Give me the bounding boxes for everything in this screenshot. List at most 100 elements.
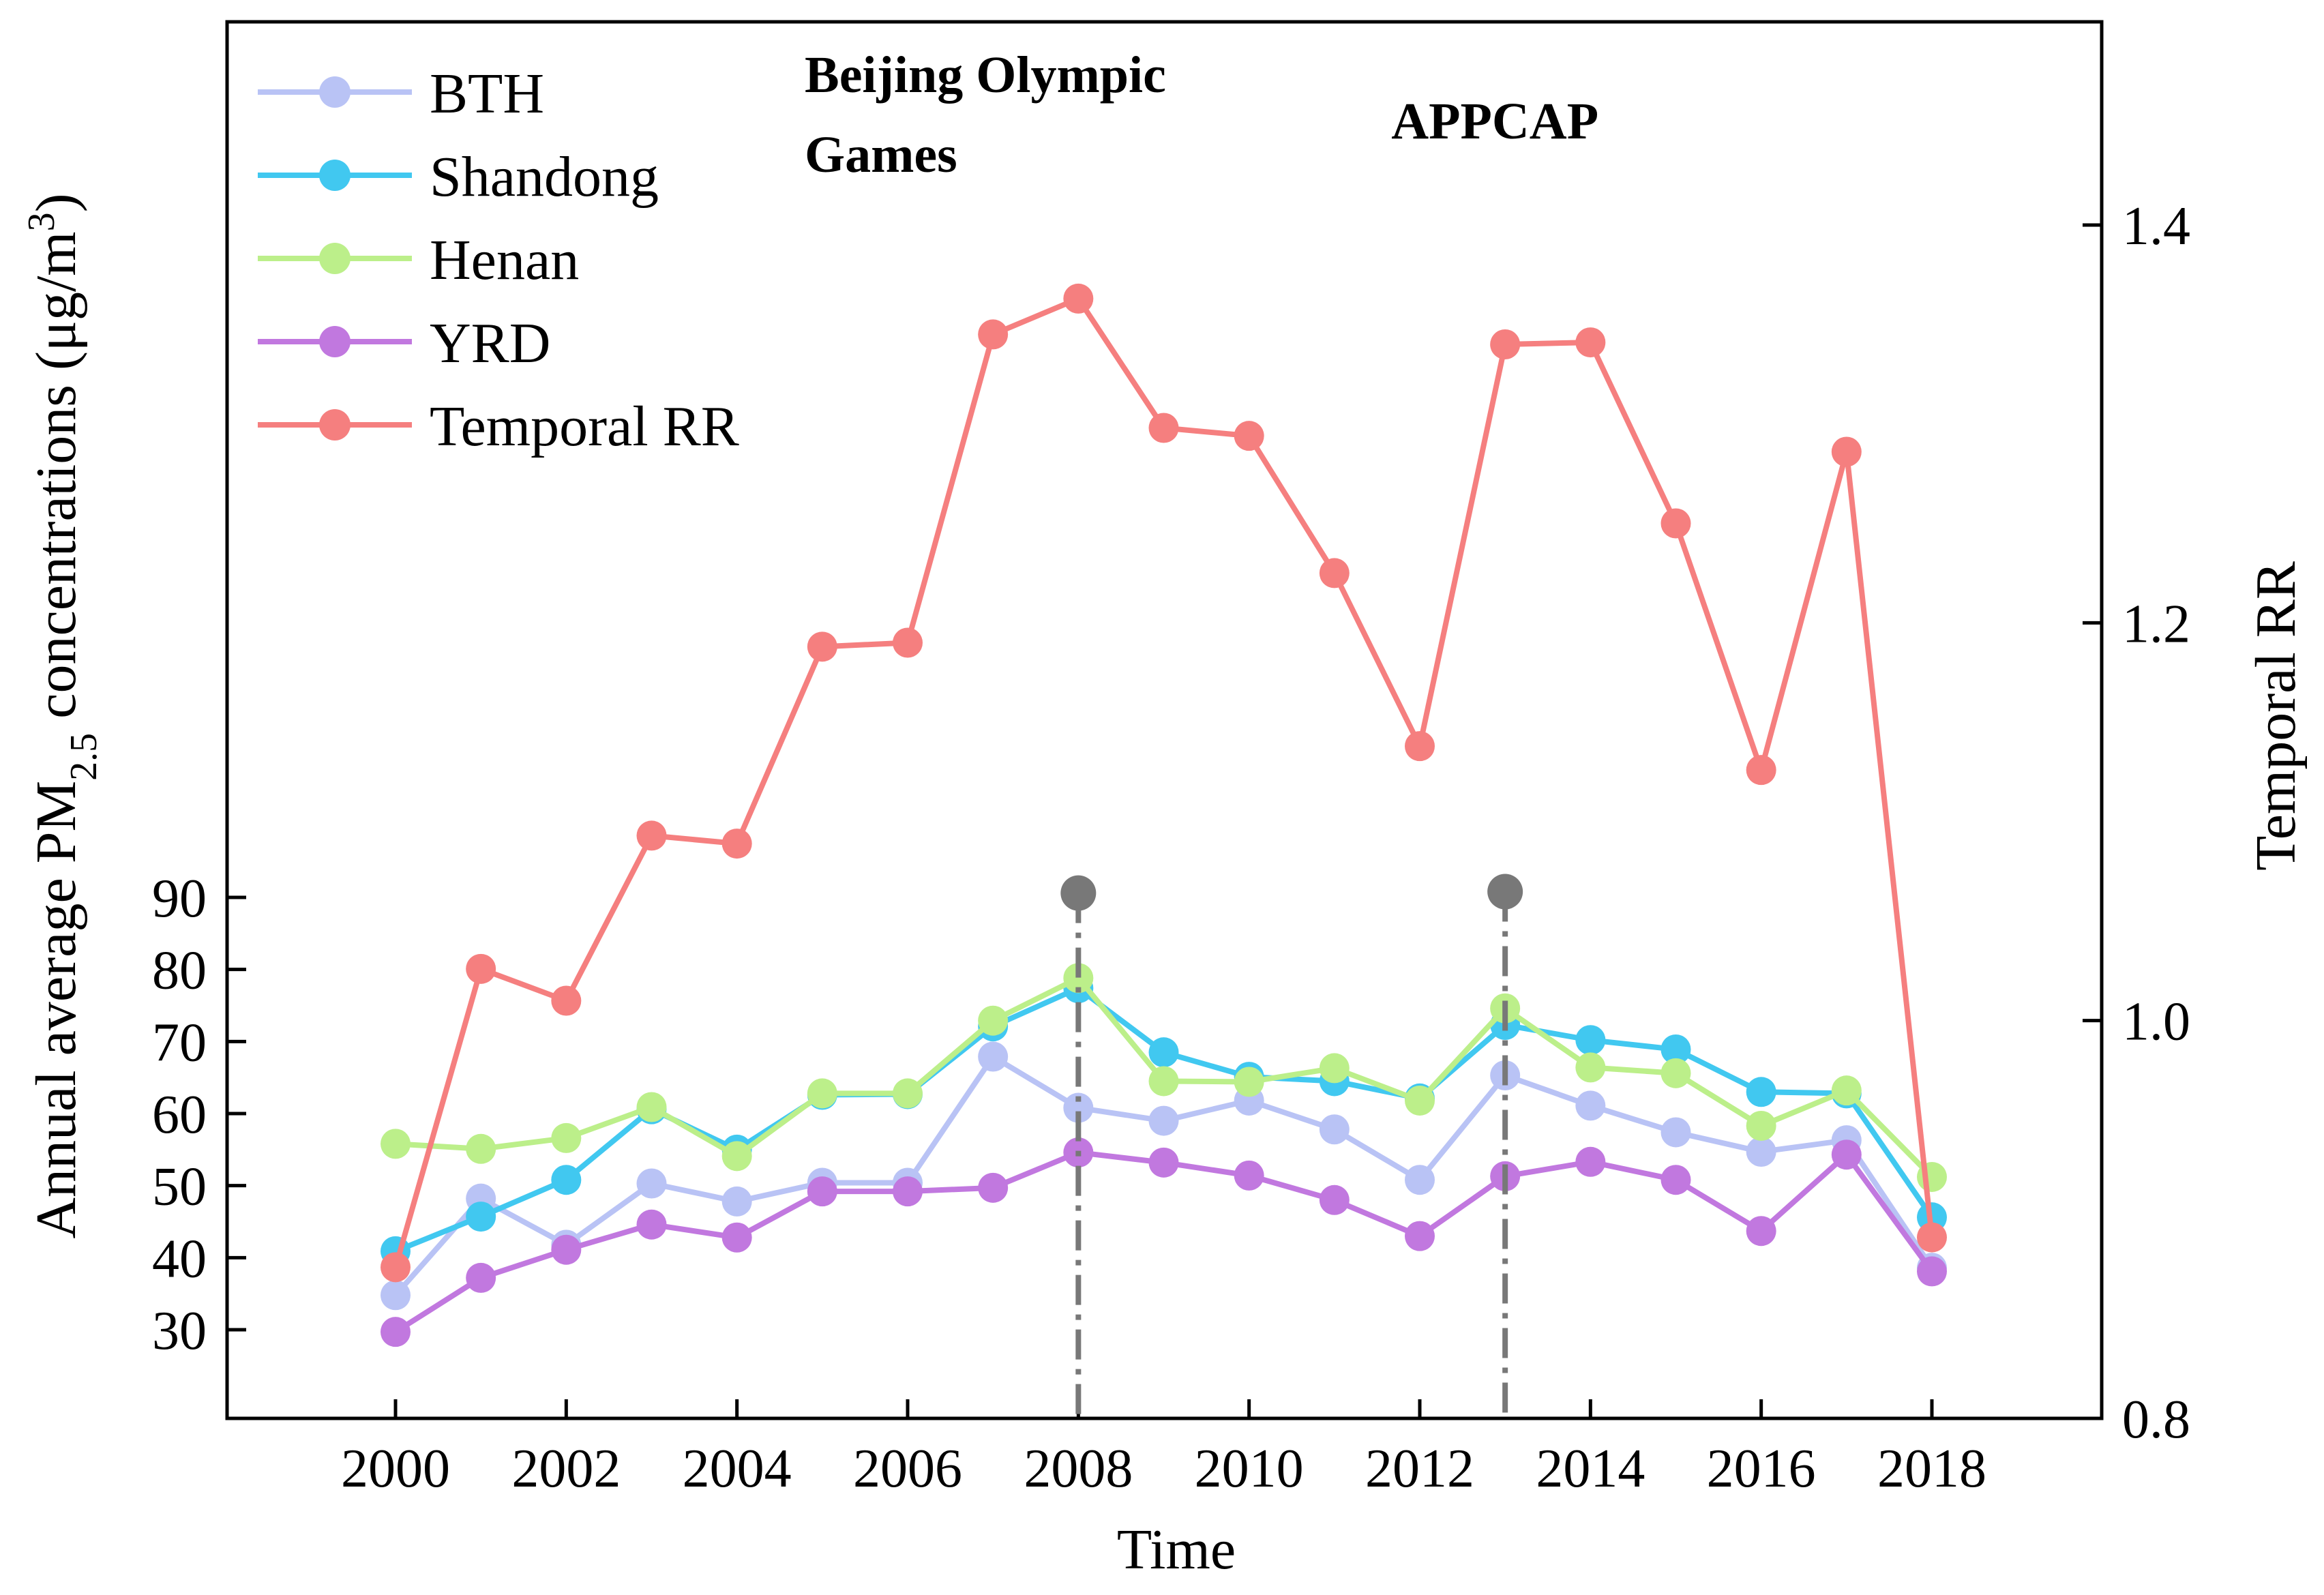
point-bth-2009 (1148, 1105, 1179, 1136)
point-henan-2010 (1234, 1067, 1264, 1097)
point-temporal-rr-2003 (636, 820, 667, 851)
x-tick-label-2014: 2014 (1536, 1439, 1645, 1499)
point-henan-2006 (893, 1078, 923, 1109)
point-henan-2007 (978, 1005, 1009, 1036)
point-temporal-rr-2000 (381, 1252, 411, 1283)
point-shandong-2001 (466, 1202, 496, 1232)
point-henan-2001 (466, 1133, 496, 1164)
point-yrd-2004 (721, 1222, 752, 1253)
point-bth-2011 (1319, 1114, 1350, 1145)
y-right-axis-title: Temporal RR (2244, 561, 2308, 871)
point-yrd-2018 (1917, 1256, 1947, 1287)
legend-marker-yrd (319, 326, 351, 357)
y-right-tick-label-1.2: 1.2 (2122, 594, 2190, 654)
point-temporal-rr-2007 (978, 319, 1009, 350)
x-tick-label-2000: 2000 (341, 1439, 450, 1499)
y-left-title-rest: concentrations (μg/m (25, 231, 88, 733)
y-left-tick-label-40: 40 (152, 1229, 207, 1289)
point-temporal-rr-2011 (1319, 558, 1350, 588)
y-left-tick-label-50: 50 (152, 1157, 207, 1217)
point-yrd-2016 (1746, 1216, 1776, 1247)
point-shandong-2014 (1575, 1025, 1606, 1056)
legend-label-temporal-rr: Temporal RR (430, 395, 739, 458)
point-henan-2003 (636, 1092, 667, 1122)
point-temporal-rr-2004 (721, 829, 752, 859)
point-henan-2018 (1917, 1161, 1947, 1192)
plot-frame (225, 20, 2104, 1420)
x-tick-label-2006: 2006 (853, 1439, 962, 1499)
point-yrd-2007 (978, 1172, 1009, 1203)
x-tick-label-2012: 2012 (1365, 1439, 1474, 1499)
point-bth-2016 (1746, 1137, 1776, 1167)
point-yrd-2005 (807, 1176, 837, 1207)
x-tick-label-2008: 2008 (1024, 1439, 1133, 1499)
point-henan-2014 (1575, 1052, 1606, 1083)
point-temporal-rr-2013 (1490, 329, 1521, 359)
point-yrd-2017 (1831, 1139, 1862, 1170)
point-temporal-rr-2018 (1917, 1222, 1947, 1253)
legend-label-shandong: Shandong (430, 145, 659, 209)
point-henan-2000 (381, 1129, 411, 1159)
point-henan-2012 (1405, 1085, 1435, 1116)
y-left-tick-label-60: 60 (152, 1085, 207, 1145)
point-yrd-2011 (1319, 1184, 1350, 1215)
point-yrd-2003 (636, 1209, 667, 1240)
legend-label-yrd: YRD (430, 312, 550, 375)
event-label-olympics-line1: Beijing Olympic (805, 46, 1166, 104)
point-henan-2005 (807, 1078, 837, 1109)
point-henan-2015 (1660, 1058, 1691, 1088)
x-axis-title: Time (1117, 1518, 1236, 1581)
point-henan-2004 (721, 1141, 752, 1172)
point-shandong-2009 (1148, 1037, 1179, 1068)
point-henan-2008 (1063, 963, 1094, 994)
event-label-appcap: APPCAP (1391, 93, 1598, 150)
x-tick-label-2002: 2002 (511, 1439, 621, 1499)
point-temporal-rr-2008 (1063, 283, 1094, 314)
y-left-title-main: Annual average PM (25, 781, 88, 1239)
point-temporal-rr-2012 (1405, 731, 1435, 762)
y-left-tick-label-70: 70 (152, 1013, 207, 1073)
legend-marker-bth (319, 76, 351, 108)
x-tick-label-2016: 2016 (1707, 1439, 1816, 1499)
point-yrd-2009 (1148, 1147, 1179, 1178)
x-tick-label-2004: 2004 (683, 1439, 792, 1499)
point-temporal-rr-2014 (1575, 327, 1606, 358)
point-henan-2009 (1148, 1066, 1179, 1097)
point-bth-2000 (381, 1280, 411, 1311)
point-bth-2003 (636, 1168, 667, 1199)
legend-label-bth: BTH (430, 62, 544, 125)
point-yrd-2002 (551, 1234, 582, 1265)
series-line-yrd (393, 1150, 1935, 1335)
y-left-title-sub: 2.5 (63, 733, 105, 781)
point-bth-2014 (1575, 1090, 1606, 1121)
y-right-tick-label-0.8: 0.8 (2122, 1390, 2190, 1450)
point-temporal-rr-2005 (807, 631, 837, 662)
point-temporal-rr-2016 (1746, 755, 1776, 786)
point-yrd-2006 (893, 1176, 923, 1207)
point-yrd-2014 (1575, 1146, 1606, 1177)
y-left-tick-label-30: 30 (152, 1301, 207, 1361)
y-left-title-sup: 3 (20, 212, 63, 231)
legend-marker-shandong (319, 160, 351, 191)
point-bth-2015 (1660, 1117, 1691, 1148)
point-yrd-2001 (466, 1262, 496, 1293)
point-henan-2017 (1831, 1075, 1862, 1106)
point-temporal-rr-2017 (1831, 436, 1862, 467)
point-yrd-2012 (1405, 1221, 1435, 1251)
point-bth-2004 (721, 1186, 752, 1217)
y-left-axis-title: Annual average PM2.5 concentrations (μg/… (20, 193, 105, 1238)
point-bth-2008 (1063, 1092, 1094, 1123)
point-henan-2016 (1746, 1110, 1776, 1141)
point-temporal-rr-2001 (466, 953, 496, 984)
point-shandong-2016 (1746, 1077, 1776, 1107)
event-marker-2008 (1060, 875, 1097, 911)
x-tick-label-2018: 2018 (1877, 1439, 1986, 1499)
y-left-tick-label-90: 90 (152, 869, 207, 929)
point-temporal-rr-2009 (1148, 413, 1179, 443)
point-yrd-2000 (381, 1317, 411, 1347)
legend-label-henan: Henan (430, 228, 579, 292)
point-yrd-2010 (1234, 1160, 1264, 1191)
svg-text:Annual average PM2.5 concentra: Annual average PM2.5 concentrations (μg/… (20, 193, 105, 1238)
x-tick-label-2010: 2010 (1195, 1439, 1304, 1499)
